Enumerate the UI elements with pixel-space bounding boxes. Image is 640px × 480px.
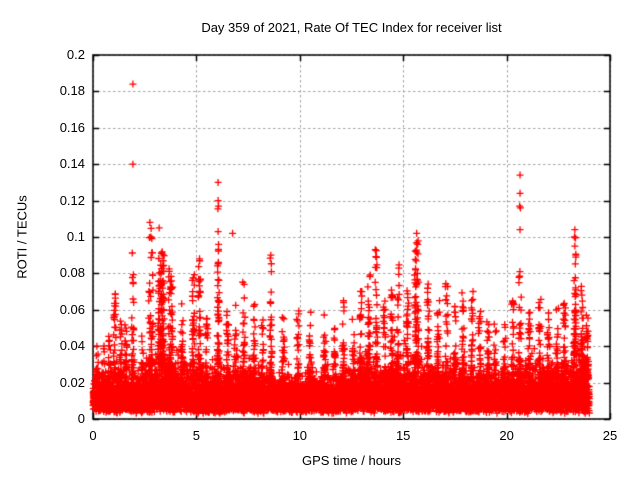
y-tick-label: 0.14 — [59, 156, 85, 172]
chart-title: Day 359 of 2021, Rate Of TEC Index for r… — [201, 20, 502, 35]
x-tick-label: 15 — [395, 428, 411, 443]
y-tick-label: 0.1 — [66, 229, 85, 244]
x-axis-label: GPS time / hours — [302, 453, 401, 468]
y-tick-label: 0.12 — [59, 192, 85, 208]
y-tick-label: 0.08 — [59, 265, 85, 281]
x-tick-label: 0 — [89, 428, 97, 443]
x-tick-label: 20 — [499, 428, 514, 443]
y-tick-label: 0.06 — [59, 301, 85, 317]
y-tick-label: 0.02 — [59, 374, 85, 390]
x-tick-label: 25 — [602, 428, 618, 443]
y-tick-label: 0.16 — [59, 119, 85, 135]
x-tick-label: 5 — [192, 428, 200, 443]
x-tick-label: 10 — [292, 428, 308, 443]
y-tick-label: 0.04 — [59, 338, 85, 354]
y-tick-label: 0.2 — [66, 47, 85, 62]
y-tick-label: 0.18 — [59, 83, 85, 99]
y-tick-label: 0 — [77, 411, 85, 426]
